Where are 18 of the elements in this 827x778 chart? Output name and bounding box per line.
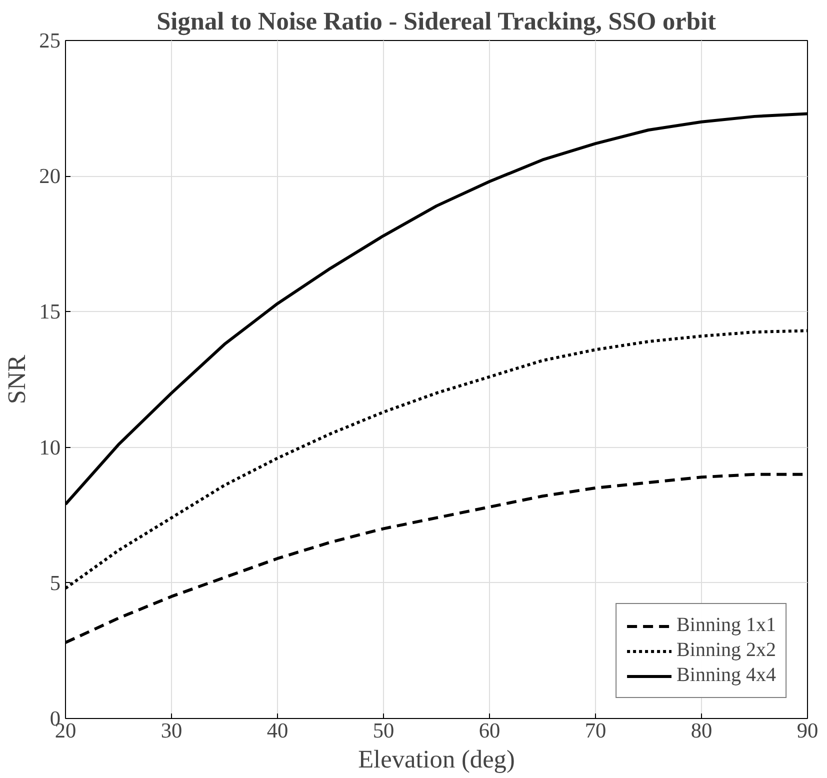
y-axis-title: SNR	[3, 354, 32, 404]
x-axis-title: Elevation (deg)	[358, 746, 515, 774]
x-tick-label: 40	[266, 718, 288, 742]
y-tick-label: 15	[39, 300, 60, 324]
x-tick-label: 90	[796, 718, 818, 742]
y-tick-label: 5	[50, 570, 61, 595]
y-tick-label: 25	[39, 28, 60, 52]
x-tick-label: 60	[478, 718, 500, 742]
y-tick-label: 10	[39, 435, 60, 460]
x-tick-label: 30	[160, 718, 182, 742]
legend-label: Binning 4x4	[676, 664, 776, 687]
chart-title: Signal to Noise Ratio - Sidereal Tracking, SSO orbit	[156, 8, 717, 36]
legend-label: Binning 1x1	[676, 614, 776, 637]
y-tick-label: 20	[39, 164, 60, 188]
x-tick-label: 50	[372, 718, 394, 742]
x-tick-label: 80	[690, 718, 712, 742]
legend-label: Binning 2x2	[676, 639, 776, 662]
x-tick-label: 70	[584, 718, 606, 742]
